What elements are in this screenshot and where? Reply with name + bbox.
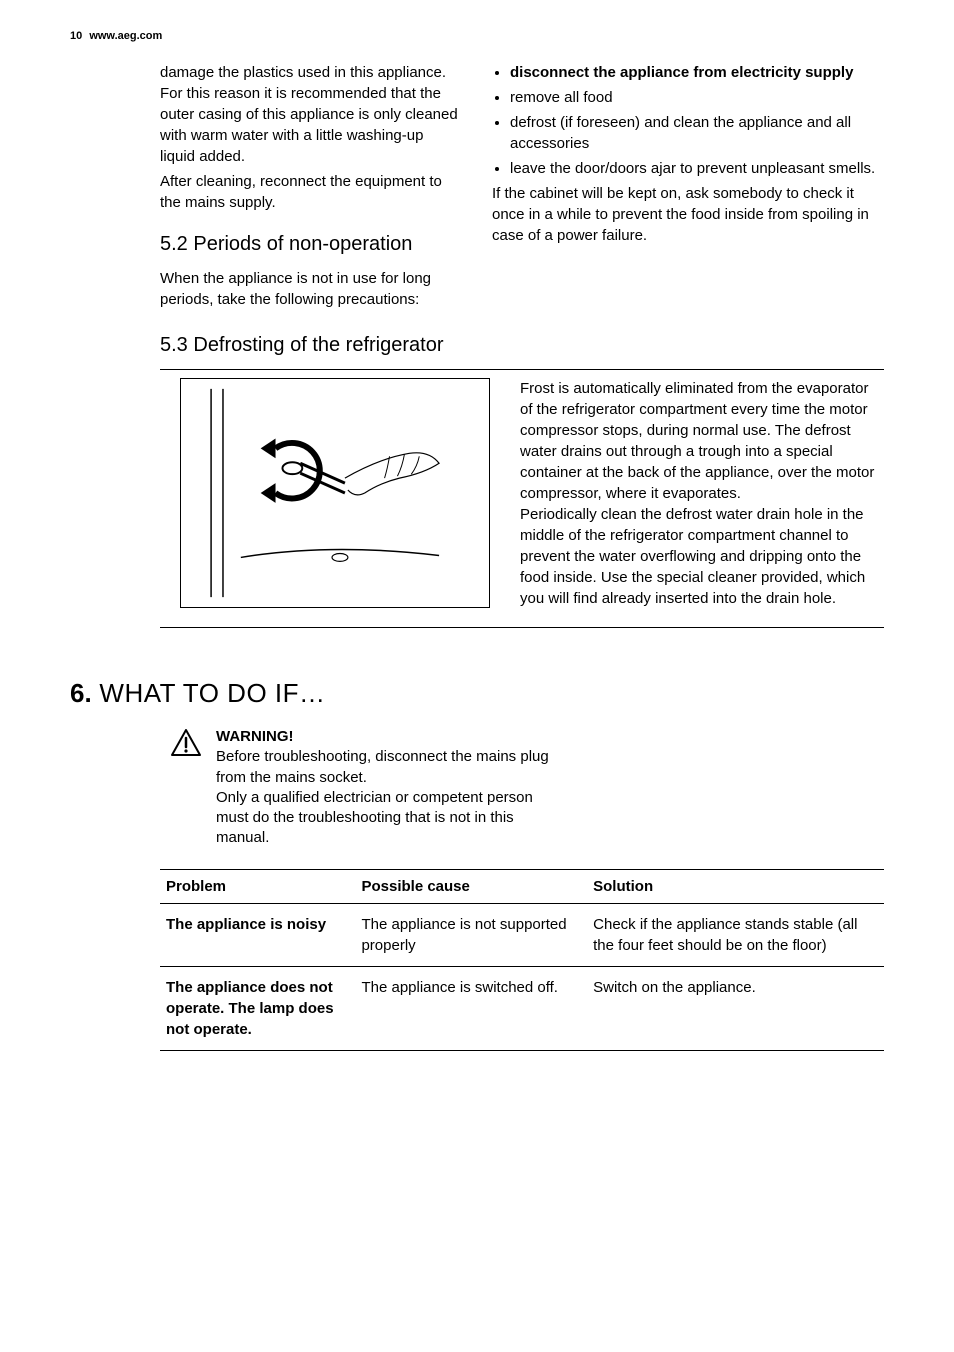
li-disconnect: disconnect the appliance from electricit… [510,64,853,81]
cell-solution: Switch on the appliance. [587,966,884,1050]
page-number: 10 [70,30,82,42]
top-columns: damage the plastics used in this applian… [70,62,884,314]
warning-text: WARNING! Before troubleshooting, disconn… [216,727,550,849]
table-row: The appliance does not operate. The lamp… [160,966,884,1050]
para-kepton: If the cabinet will be kept on, ask some… [492,183,884,246]
cell-problem: The appliance does not operate. The lamp… [160,966,355,1050]
list-item: remove all food [510,87,884,108]
heading-5-2-num: 5.2 [160,233,188,255]
list-item: leave the door/doors ajar to prevent unp… [510,158,884,179]
chapter-title: WHAT TO DO IF… [92,678,326,708]
cell-cause: The appliance is switched off. [355,966,587,1050]
defrost-text: Frost is automatically eliminated from t… [520,378,884,609]
heading-5-2-title: Periods of non-operation [188,233,413,255]
defrost-row: Frost is automatically eliminated from t… [160,378,884,613]
left-column: damage the plastics used in this applian… [70,62,462,314]
divider [160,627,884,628]
list-item: disconnect the appliance from electricit… [510,62,884,83]
heading-5-2: 5.2 Periods of non-operation [160,233,462,256]
precaution-list: disconnect the appliance from electricit… [492,62,884,179]
chapter-num: 6. [70,678,92,708]
li-doors: leave the door/doors ajar to prevent unp… [510,160,875,177]
table-row: The appliance is noisy The appliance is … [160,903,884,966]
para-plastics: damage the plastics used in this applian… [160,62,462,167]
th-solution: Solution [587,869,884,903]
list-item: defrost (if foreseen) and clean the appl… [510,112,884,154]
heading-5-3-title: Defrosting of the refrigerator [188,334,444,356]
heading-5-3: 5.3 Defrosting of the refrigerator [160,334,884,357]
chapter-6-heading: 6. WHAT TO DO IF… [70,678,884,709]
li-removefood: remove all food [510,89,613,106]
th-problem: Problem [160,869,355,903]
defrost-diagram [180,378,490,608]
warning-label: WARNING! [216,728,294,745]
header-url: www.aeg.com [89,30,162,42]
para-notinuse: When the appliance is not in use for lon… [160,268,462,310]
diagram-svg [181,379,489,607]
col-indent: damage the plastics used in this applian… [70,62,462,310]
warning-body: Before troubleshooting, disconnect the m… [216,748,549,846]
page-header: 10 www.aeg.com [70,30,884,42]
cell-solution: Check if the appliance stands stable (al… [587,903,884,966]
section-5-3: 5.3 Defrosting of the refrigerator [70,334,884,357]
warning-block: WARNING! Before troubleshooting, disconn… [170,727,550,849]
divider [160,369,884,370]
li-defrost: defrost (if foreseen) and clean the appl… [510,114,851,152]
para-reconnect: After cleaning, reconnect the equipment … [160,171,462,213]
warning-icon [170,727,202,759]
th-cause: Possible cause [355,869,587,903]
cell-problem: The appliance is noisy [160,903,355,966]
troubleshoot-table: Problem Possible cause Solution The appl… [160,869,884,1051]
cell-cause: The appliance is not supported properly [355,903,587,966]
heading-5-3-num: 5.3 [160,334,188,356]
table-header-row: Problem Possible cause Solution [160,869,884,903]
right-column: disconnect the appliance from electricit… [492,62,884,314]
